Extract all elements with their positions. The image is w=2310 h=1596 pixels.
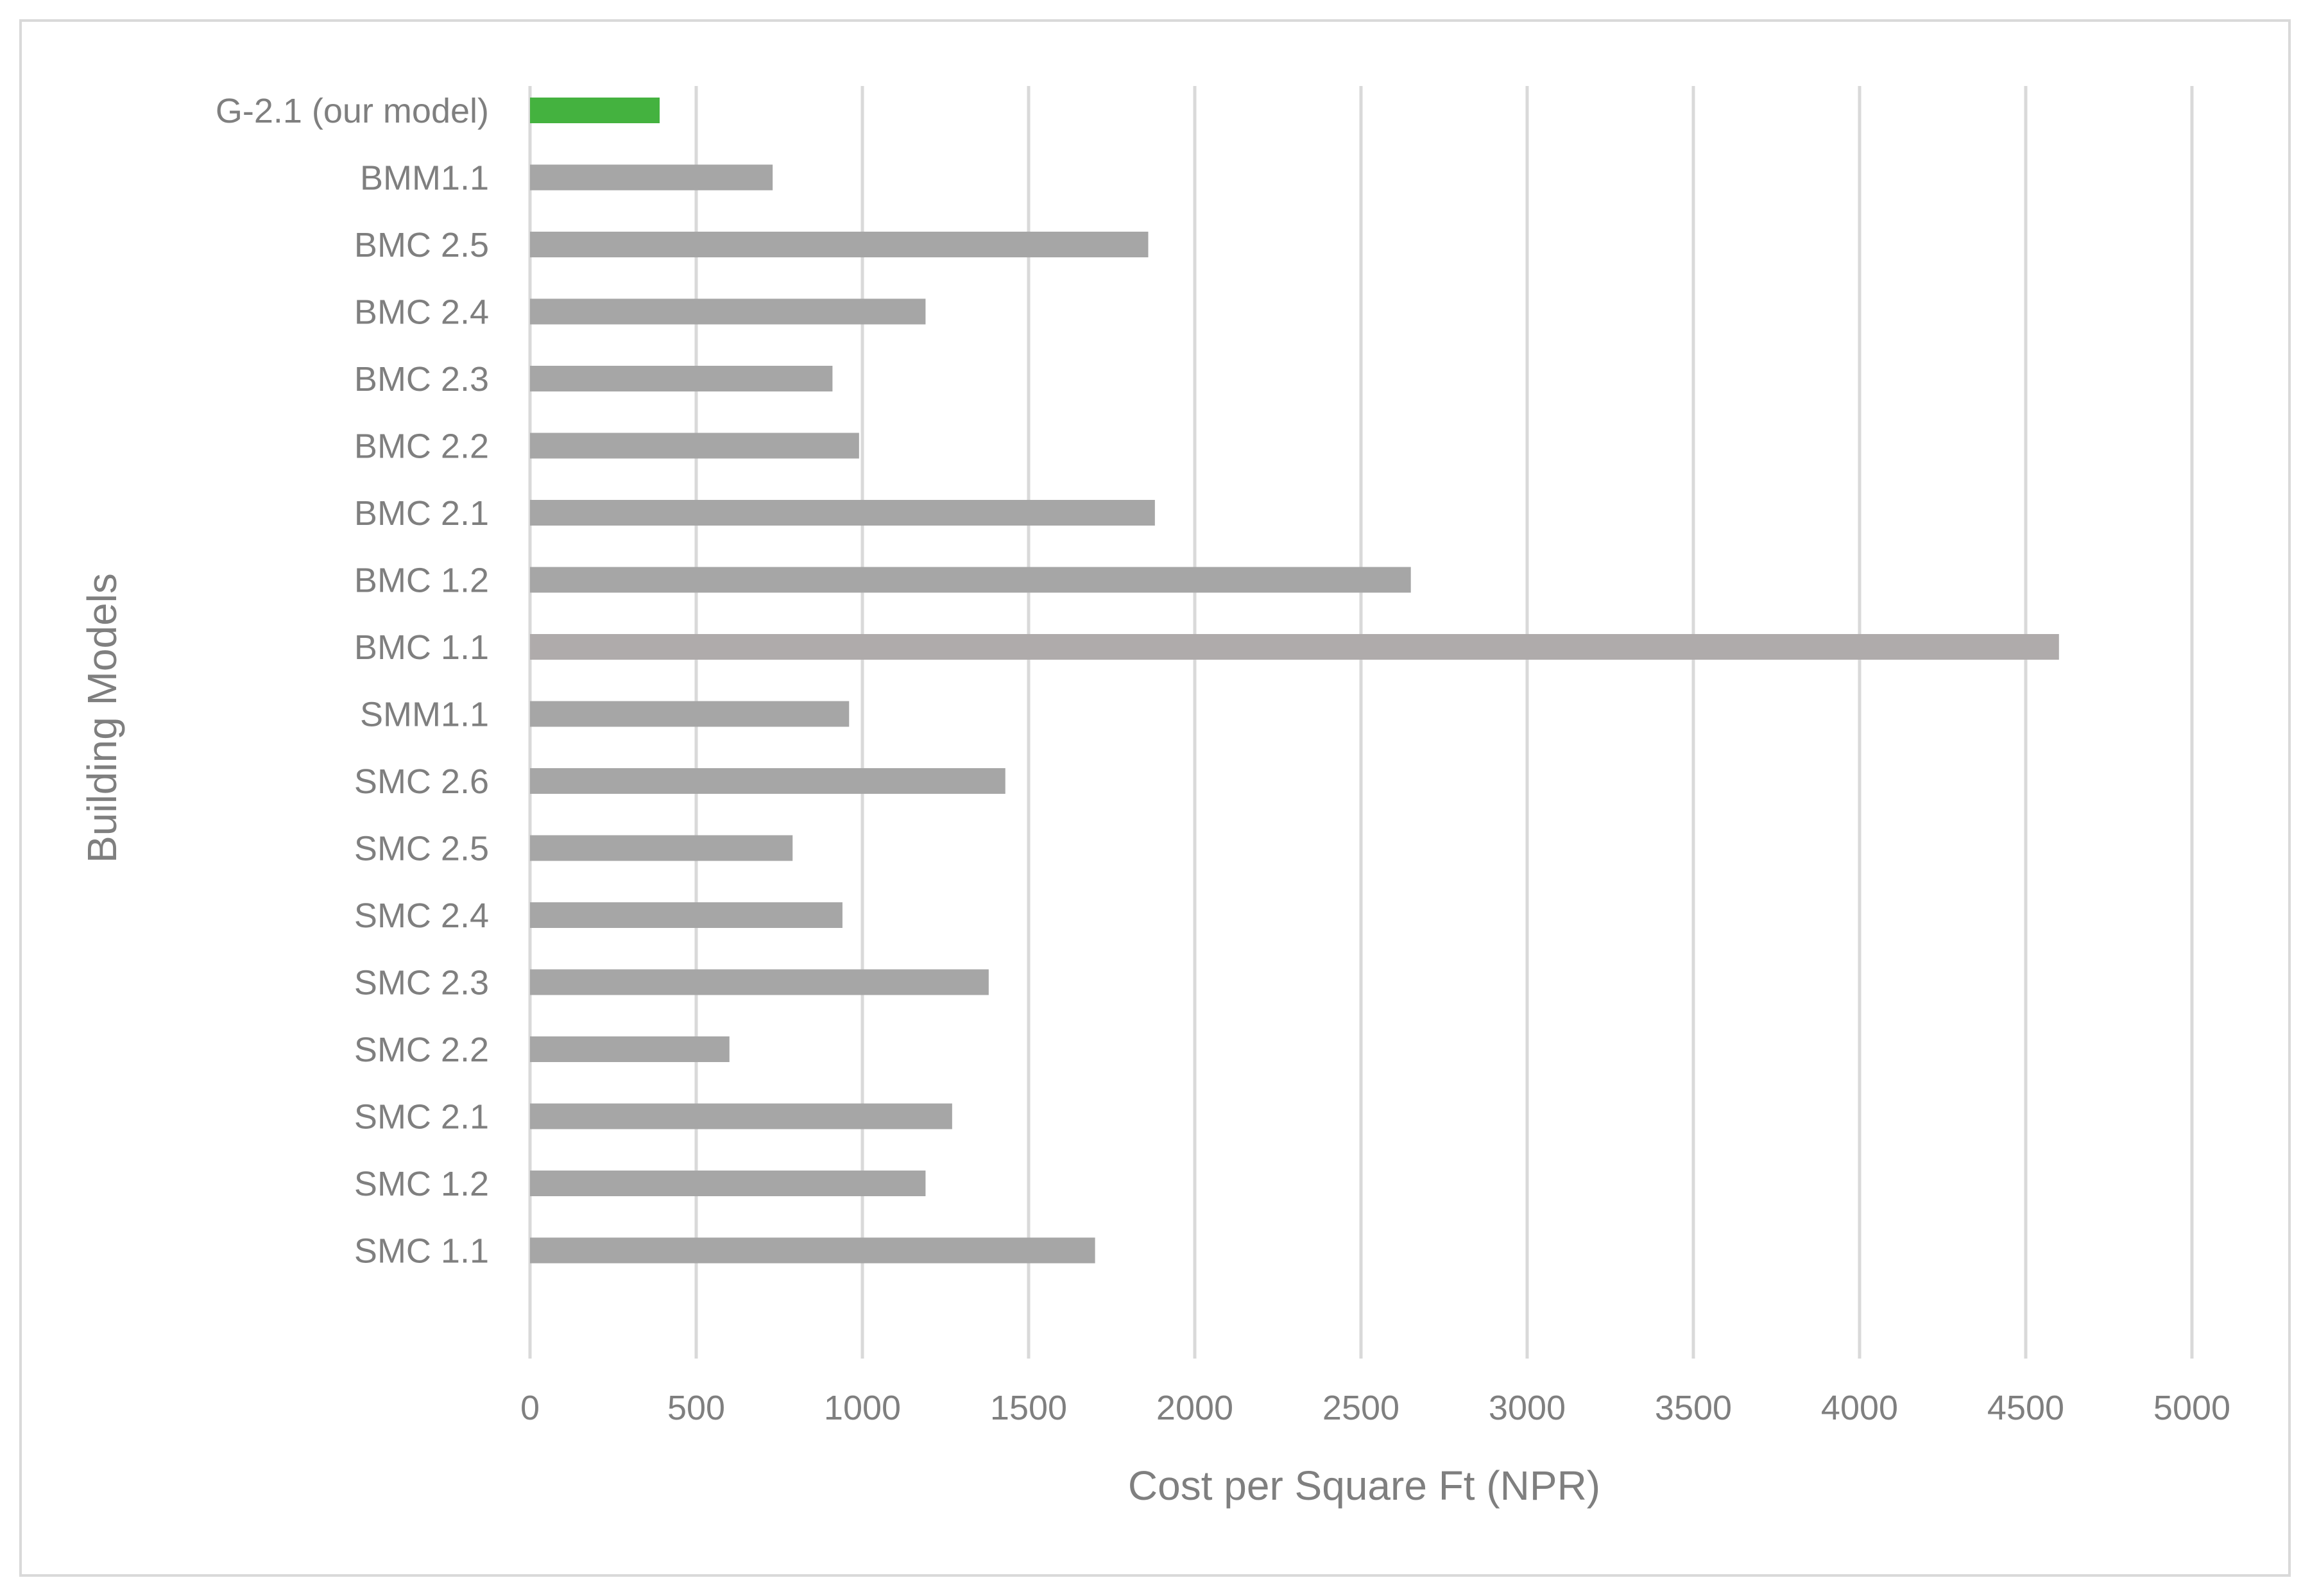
bar-bmc-1-1 <box>530 634 2059 660</box>
bar-smc-2-6 <box>530 768 1005 794</box>
category-label: SMC 2.6 <box>354 762 489 801</box>
category-label: BMC 2.2 <box>354 427 489 466</box>
category-label: SMC 2.4 <box>354 897 489 935</box>
x-tick-label-2000: 2000 <box>1156 1389 1233 1427</box>
x-tick-label-4500: 4500 <box>1987 1389 2064 1427</box>
bar-bmc-1-2 <box>530 567 1411 593</box>
bar-smc-1-2 <box>530 1171 926 1196</box>
x-tick-label-1000: 1000 <box>824 1389 901 1427</box>
y-axis-title: Building Models <box>79 573 125 863</box>
x-tick-label-2500: 2500 <box>1322 1389 1399 1427</box>
category-label: G-2.1 (our model) <box>216 92 489 130</box>
bar-bmc-2-5 <box>530 232 1149 257</box>
category-label: SMC 2.2 <box>354 1031 489 1069</box>
category-label: BMC 1.2 <box>354 562 489 600</box>
bars <box>530 98 2059 1264</box>
gridlines <box>528 86 2194 1359</box>
bar-smc-1-1 <box>530 1237 1095 1264</box>
category-label: SMC 2.3 <box>354 964 489 1002</box>
bar-smc-2-4 <box>530 902 843 928</box>
category-label: SMC 2.5 <box>354 830 489 868</box>
bar-bmc-2-4 <box>530 298 926 325</box>
category-label: BMC 2.4 <box>354 293 489 332</box>
category-label: BMM1.1 <box>360 159 489 198</box>
x-tick-labels: 0 500 1000 1500 2000 2500 3000 3500 4000 4500 5000 <box>520 1389 2230 1427</box>
x-tick-label-3000: 3000 <box>1489 1389 1566 1427</box>
category-label: BMC 2.5 <box>354 226 489 264</box>
bar-smm1-1 <box>530 701 850 727</box>
category-label: BMC 1.1 <box>354 628 489 667</box>
bar-bmc-2-1 <box>530 500 1155 526</box>
category-label: BMC 2.1 <box>354 494 489 533</box>
x-tick-label-1500: 1500 <box>990 1389 1067 1427</box>
bar-bmc-2-2 <box>530 433 859 459</box>
x-tick-label-0: 0 <box>520 1389 540 1427</box>
bar-bmm1-1 <box>530 164 773 191</box>
category-label: SMC 1.1 <box>354 1232 489 1271</box>
category-label: SMC 2.1 <box>354 1098 489 1137</box>
category-label: SMC 1.2 <box>354 1165 489 1203</box>
bar-chart: G-2.1 (our model) BMM1.1 BMC 2.5 BMC 2.4 BMC… <box>79 86 2230 1509</box>
x-tick-label-4000: 4000 <box>1821 1389 1898 1427</box>
category-label: BMC 2.3 <box>354 360 489 399</box>
x-axis-title: Cost per Square Ft (NPR) <box>1128 1463 1600 1509</box>
category-labels: G-2.1 (our model) BMM1.1 BMC 2.5 BMC 2.4 BMC… <box>216 92 489 1271</box>
chart-frame: G-2.1 (our model) BMM1.1 BMC 2.5 BMC 2.4 BMC… <box>19 19 2291 1577</box>
bar-smc-2-3 <box>530 969 989 995</box>
bar-smc-2-2 <box>530 1036 730 1062</box>
bar-smc-2-1 <box>530 1103 952 1129</box>
x-tick-label-500: 500 <box>667 1389 725 1427</box>
category-label: SMM1.1 <box>360 696 489 734</box>
bar-smc-2-5 <box>530 835 793 861</box>
bar-g-2-1-our-model <box>530 98 660 123</box>
bar-bmc-2-3 <box>530 366 833 391</box>
x-tick-label-5000: 5000 <box>2153 1389 2230 1427</box>
x-tick-label-3500: 3500 <box>1655 1389 1732 1427</box>
